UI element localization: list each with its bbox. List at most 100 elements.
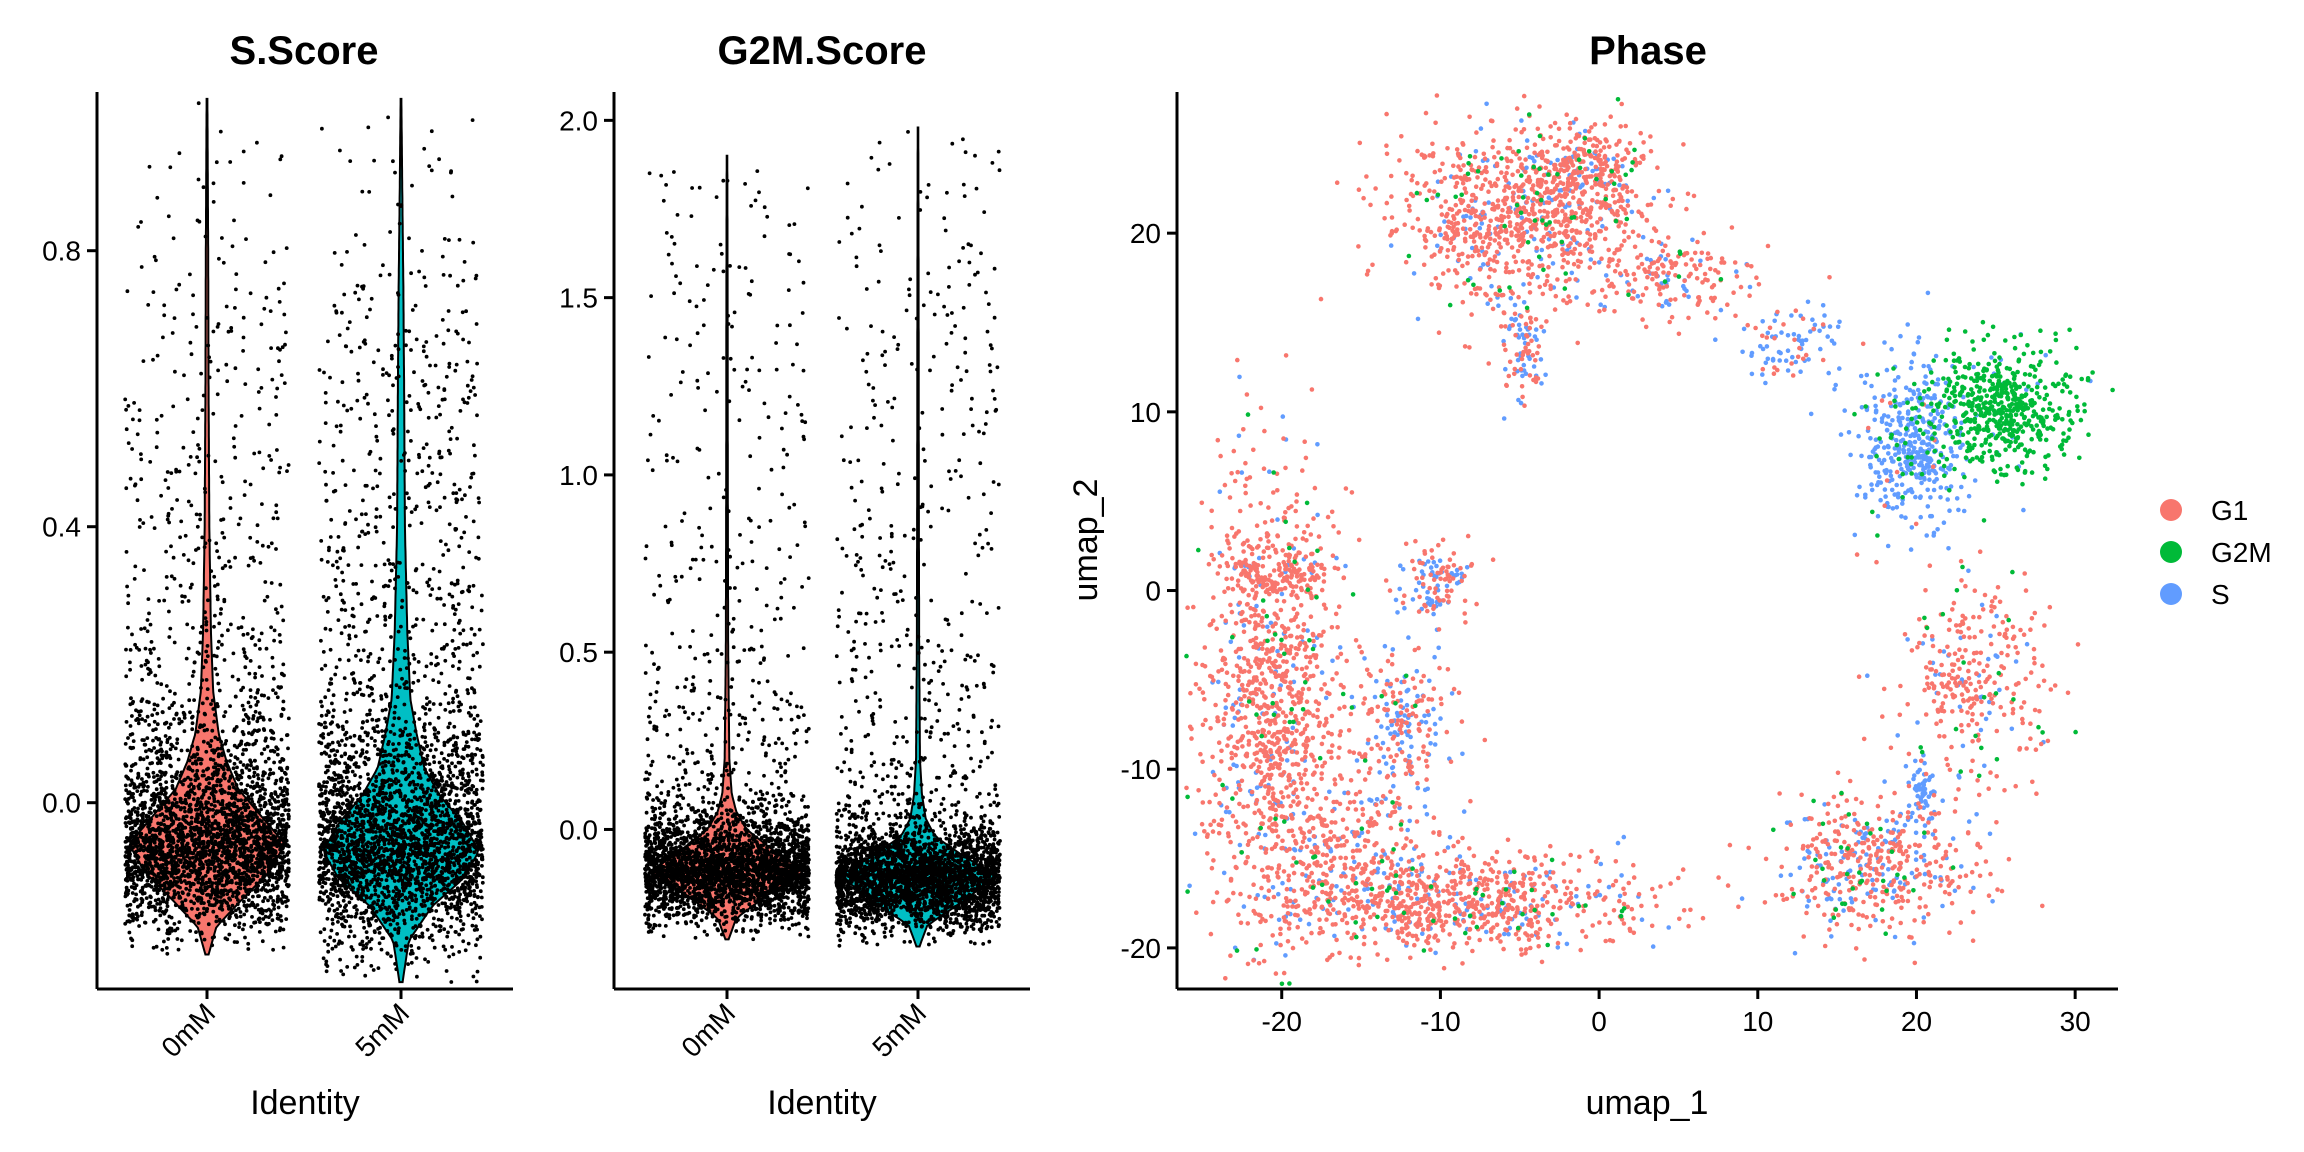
s-score-point — [257, 916, 262, 921]
s-score-point — [275, 448, 279, 452]
s-score-point — [204, 800, 209, 805]
s-score-point — [152, 780, 157, 784]
s-score-point — [155, 195, 160, 200]
s-score-point — [220, 566, 225, 571]
s-score-point — [422, 275, 427, 280]
s-score-point — [407, 236, 411, 241]
s-score-point — [365, 935, 370, 940]
s-score-point — [475, 772, 479, 777]
s-score-point — [347, 900, 352, 905]
s-score-point — [253, 835, 257, 840]
s-score-point — [257, 406, 262, 411]
s-score-point — [201, 393, 206, 398]
s-score-point — [242, 650, 247, 655]
s-score-point — [251, 823, 256, 828]
s-score-point — [257, 930, 262, 934]
s-score-point — [278, 640, 283, 644]
s-score-point — [175, 770, 180, 774]
s-score-point — [416, 771, 421, 775]
s-score-point — [350, 769, 355, 774]
s-score-point — [238, 875, 243, 880]
s-score-point — [167, 754, 172, 758]
s-score-point — [455, 916, 459, 921]
s-score-point — [374, 529, 379, 534]
s-score-point — [227, 779, 231, 783]
s-score-point — [222, 806, 226, 811]
s-score-point — [248, 535, 253, 540]
s-score-point — [364, 930, 369, 934]
s-score-point — [374, 718, 379, 723]
s-score-point — [194, 888, 199, 893]
s-score-point — [257, 711, 262, 715]
s-score-point — [185, 847, 189, 851]
s-score-point — [466, 941, 471, 946]
s-score-point — [248, 688, 253, 692]
s-score-point — [362, 925, 366, 930]
s-score-point — [321, 880, 326, 885]
s-score-point — [263, 759, 268, 764]
s-score-point — [278, 847, 282, 852]
s-score-point — [221, 765, 225, 769]
s-score-point — [393, 586, 397, 591]
s-score-point — [323, 663, 328, 668]
s-score-point — [409, 934, 414, 938]
s-score-point — [202, 937, 207, 942]
panel-title-s-score: S.Score — [230, 29, 379, 73]
s-score-point — [177, 469, 182, 474]
s-score-point — [190, 768, 195, 773]
s-score-point — [261, 886, 265, 890]
s-score-point — [256, 907, 261, 912]
s-score-point — [353, 290, 358, 295]
s-score-point — [164, 780, 169, 784]
s-score-point — [273, 691, 278, 696]
s-score-point — [323, 421, 328, 425]
s-score-point — [154, 445, 159, 450]
s-score-point — [196, 709, 201, 714]
s-score-point — [140, 697, 145, 701]
s-score-point — [179, 770, 184, 775]
s-score-point — [260, 939, 265, 944]
s-score-point — [162, 598, 167, 603]
s-score-point — [419, 751, 424, 756]
s-score-point — [270, 664, 275, 669]
s-score-point — [234, 881, 239, 886]
s-score-point — [127, 908, 132, 912]
s-score-point — [273, 800, 278, 804]
s-score-point — [132, 899, 137, 904]
s-score-point — [127, 660, 132, 665]
s-score-point — [165, 737, 170, 742]
s-score-point — [229, 329, 234, 333]
s-score-point — [147, 883, 152, 888]
s-score-point — [125, 289, 130, 294]
s-score-point — [241, 763, 246, 767]
s-score-point — [173, 854, 178, 859]
s-score-point — [181, 815, 186, 819]
s-score-point — [228, 496, 233, 501]
s-score-point — [400, 605, 404, 610]
s-score-point — [409, 689, 414, 693]
s-score-point — [198, 841, 202, 845]
s-score-point — [380, 740, 385, 744]
s-score-point — [381, 367, 385, 372]
s-score-point — [162, 911, 167, 916]
s-score-point — [124, 720, 129, 724]
s-score-point — [180, 900, 185, 905]
s-score-point — [458, 919, 463, 923]
s-score-point — [332, 938, 337, 943]
s-score-point — [419, 521, 424, 525]
s-score-point — [153, 917, 158, 922]
s-score-point — [446, 548, 451, 553]
s-score-point — [200, 891, 205, 896]
s-score-point — [267, 812, 272, 816]
s-score-point — [255, 690, 260, 695]
s-score-point — [319, 638, 323, 643]
s-score-point — [397, 912, 402, 916]
s-score-point — [164, 684, 169, 688]
s-score-point — [161, 818, 166, 823]
s-score-point — [202, 906, 206, 911]
s-score-point — [196, 880, 201, 885]
s-score-point — [191, 293, 196, 298]
s-score-point — [241, 927, 245, 932]
s-score-point — [219, 878, 224, 883]
s-score-point — [423, 817, 428, 822]
